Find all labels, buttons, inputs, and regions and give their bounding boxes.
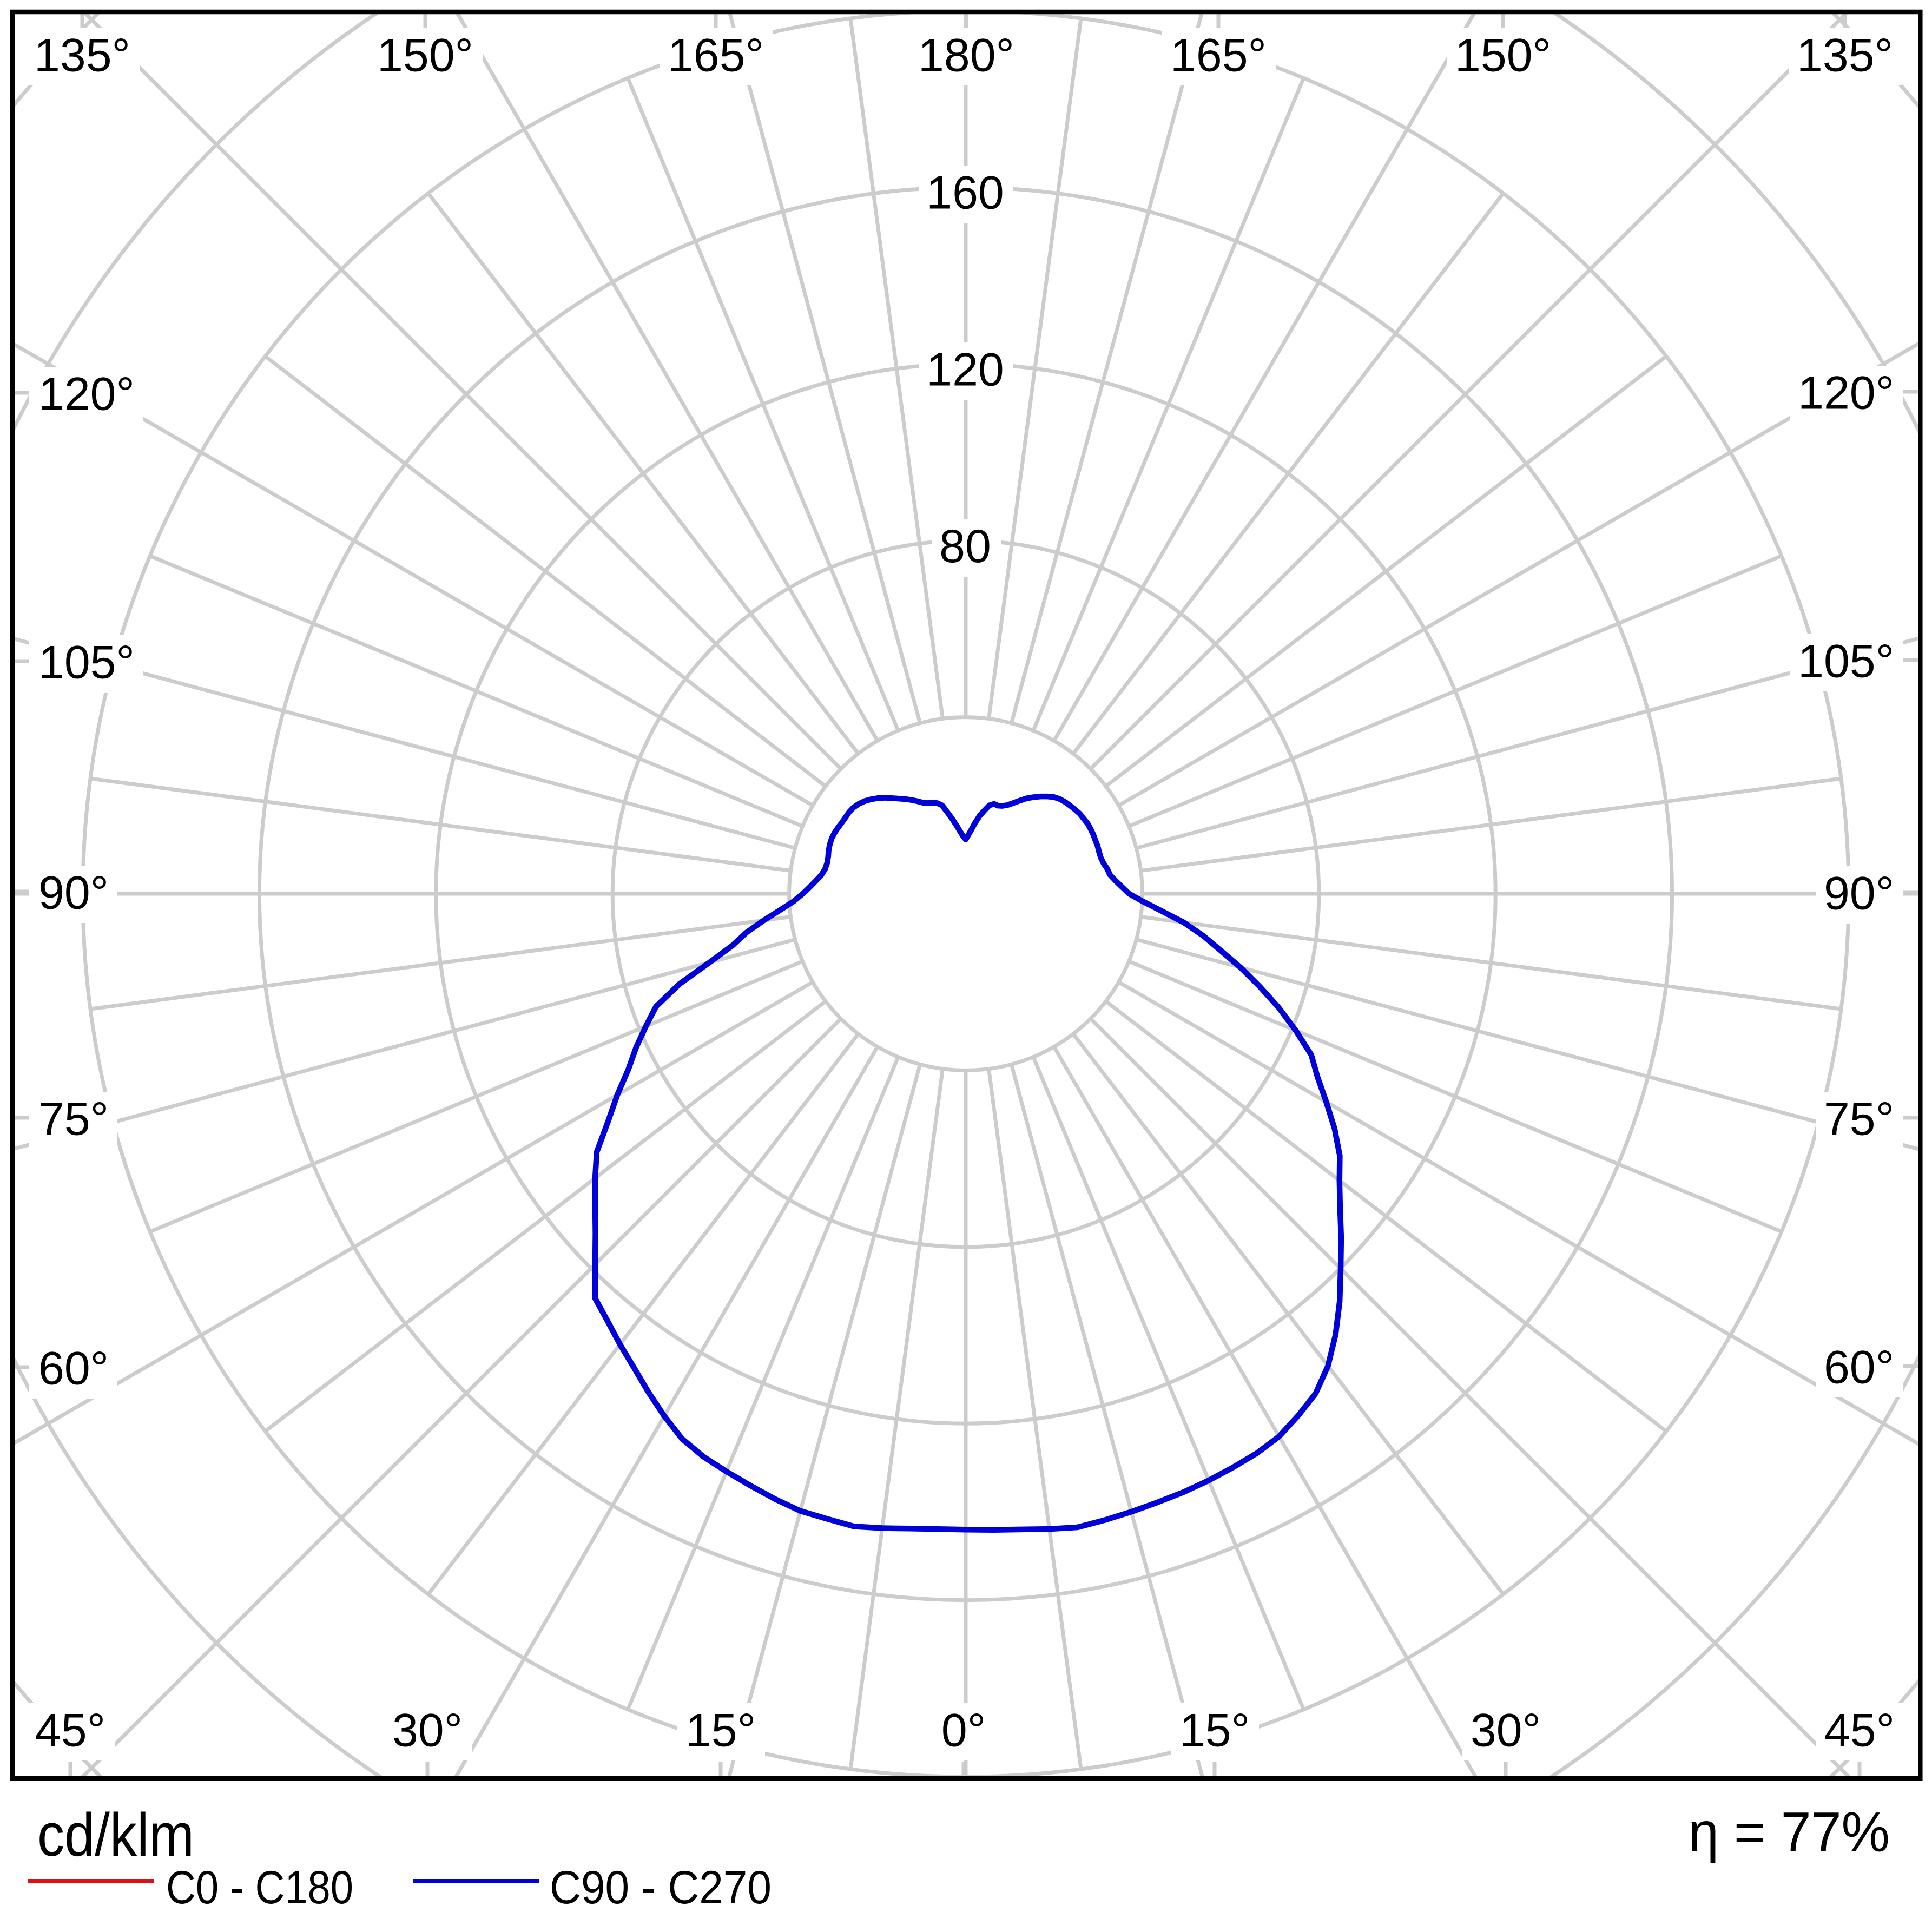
svg-text:80: 80 [939, 520, 991, 572]
svg-text:45°: 45° [1824, 1704, 1895, 1756]
svg-text:90°: 90° [38, 867, 109, 919]
svg-text:165°: 165° [668, 29, 764, 81]
svg-text:135°: 135° [1797, 29, 1893, 81]
svg-text:45°: 45° [35, 1704, 105, 1756]
svg-text:105°: 105° [38, 636, 135, 688]
svg-text:60°: 60° [38, 1342, 109, 1394]
svg-text:15°: 15° [685, 1704, 756, 1756]
svg-text:150°: 150° [377, 29, 473, 81]
svg-text:105°: 105° [1798, 635, 1894, 687]
svg-text:0°: 0° [941, 1704, 986, 1756]
svg-text:C90 - C270: C90 - C270 [550, 1862, 772, 1914]
svg-text:30°: 30° [1471, 1704, 1541, 1756]
svg-text:15°: 15° [1179, 1704, 1250, 1756]
svg-text:120°: 120° [1798, 367, 1894, 419]
svg-text:135°: 135° [34, 29, 130, 81]
svg-text:cd/klm: cd/klm [37, 1801, 194, 1869]
svg-text:120°: 120° [38, 368, 135, 420]
svg-text:60°: 60° [1824, 1341, 1894, 1393]
svg-text:165°: 165° [1170, 29, 1267, 81]
svg-text:75°: 75° [38, 1093, 109, 1145]
svg-text:150°: 150° [1455, 29, 1551, 81]
svg-text:30°: 30° [392, 1704, 463, 1756]
svg-text:75°: 75° [1824, 1093, 1894, 1145]
svg-text:90°: 90° [1824, 867, 1894, 919]
svg-text:η = 77%: η = 77% [1689, 1801, 1890, 1864]
svg-text:180°: 180° [918, 29, 1014, 81]
svg-text:C0 - C180: C0 - C180 [166, 1862, 353, 1914]
svg-text:160: 160 [926, 167, 1004, 219]
svg-text:120: 120 [926, 344, 1004, 395]
